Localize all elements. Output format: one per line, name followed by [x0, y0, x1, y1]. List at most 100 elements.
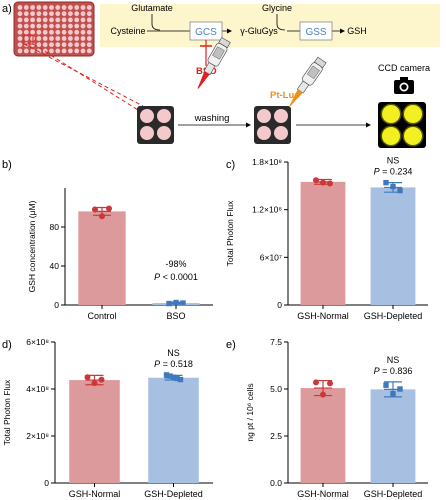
plate-well	[61, 36, 67, 41]
data-point	[327, 380, 333, 387]
plate-well	[55, 11, 61, 17]
x-tick-label: GSH-Depleted	[364, 489, 423, 499]
panel-b-chart: b) 0 40 80 GSH concentration (μM) Control BSO -…	[2, 159, 213, 321]
y-axis-label: Total Photon Flux	[225, 200, 235, 266]
data-point	[166, 300, 172, 307]
plate-well	[36, 29, 42, 35]
plate-well	[17, 29, 23, 35]
pipette-pt-luc-icon	[289, 56, 327, 107]
plate-well	[42, 36, 48, 41]
ns-label: NS	[167, 348, 180, 358]
y-tick-label: 0	[44, 478, 49, 488]
glycine-arrow	[276, 14, 286, 31]
pt-luc-label: Pt-Luc	[270, 90, 300, 101]
plate-well	[74, 11, 80, 17]
y-tick-label: 2×10⁸	[26, 431, 49, 441]
well-plate	[13, 1, 95, 57]
y-axis-label: ng pt / 10⁶ cells	[245, 383, 255, 441]
x-tick-label: Control	[87, 311, 116, 321]
data-point	[397, 386, 403, 392]
plate-well	[55, 29, 61, 35]
data-point	[163, 372, 170, 378]
y-tick-label: 80	[50, 222, 60, 232]
data-point	[91, 380, 98, 387]
p-value-text: = 0.518	[160, 359, 193, 369]
panel-c-chart: c) 0 6×10⁷ 1.2×10⁸ 1.8×10⁸ Total Photon Flux G…	[225, 156, 428, 321]
plate-well	[49, 5, 54, 10]
bar	[370, 187, 416, 305]
x-tick-label: GSH-Normal	[297, 311, 349, 321]
bar	[78, 211, 126, 305]
plate-well	[55, 48, 61, 54]
plate-well	[86, 11, 92, 17]
data-point	[99, 213, 105, 220]
plate-well	[36, 48, 42, 54]
plate-well	[68, 5, 73, 10]
plate-well	[61, 48, 67, 54]
plate-well	[42, 5, 48, 10]
y-tick-label: 40	[50, 261, 60, 271]
p-value-label: P < 0.0001	[154, 272, 198, 282]
y-tick-label: 4×10⁸	[26, 384, 49, 394]
panel-e-chart: e) 0.0 2.5 5.0 7.5 ng pt / 10⁶ cells GSH-Norma…	[226, 337, 428, 499]
plate-well	[55, 42, 61, 48]
glowing-well	[382, 127, 400, 145]
p-symbol: P	[154, 272, 160, 282]
cell-plate-before-wells	[140, 109, 171, 140]
plate-well	[17, 36, 23, 41]
plate-well	[74, 42, 80, 48]
bar	[300, 388, 346, 483]
y-tick-label: 6×10⁷	[260, 252, 282, 262]
washing-arrowhead	[246, 122, 251, 128]
plate-well	[36, 11, 42, 17]
plate-well	[23, 36, 29, 41]
bar	[69, 380, 120, 483]
plate-well	[17, 5, 23, 10]
plate-well	[30, 17, 35, 23]
ns-label: NS	[387, 355, 400, 365]
panel-label: e)	[226, 339, 236, 351]
p-value-text: = 0.234	[380, 167, 413, 177]
plate-well	[74, 48, 80, 54]
data-point	[313, 379, 319, 386]
plate-well	[86, 29, 92, 35]
plate-well	[80, 36, 86, 41]
x-tick-label: GSH-Normal	[69, 489, 121, 499]
plate-well	[49, 23, 54, 29]
bar	[300, 181, 346, 305]
cell-well	[140, 126, 154, 140]
plate-well	[17, 42, 23, 48]
glowing-well	[404, 105, 422, 123]
plate-well	[30, 5, 35, 10]
plate-well	[17, 17, 23, 23]
plate-well	[80, 17, 86, 23]
plate-well	[23, 17, 29, 23]
y-tick-label: 1.8×10⁸	[252, 157, 282, 167]
y-tick-label: 0	[54, 300, 59, 310]
plate-well	[55, 5, 61, 10]
plate-well	[36, 17, 42, 23]
plate-well	[61, 17, 67, 23]
plate-well	[23, 5, 29, 10]
x-tick-label: BSO	[166, 311, 185, 321]
plate-well	[86, 23, 92, 29]
plate-well	[80, 23, 86, 29]
plate-well	[80, 11, 86, 17]
plate-well	[49, 36, 54, 41]
plate-well	[23, 48, 29, 54]
y-tick-label: 1.2×10⁸	[252, 205, 282, 215]
data-point	[383, 179, 389, 186]
p-value-text: = 0.836	[380, 366, 413, 376]
x-tick-label: GSH-Depleted	[144, 489, 203, 499]
plate-well	[74, 5, 80, 10]
plate-well	[17, 11, 23, 17]
plate-well	[49, 11, 54, 17]
glutamate-arrow	[151, 14, 161, 31]
plate-well	[55, 36, 61, 41]
plate-well	[36, 36, 42, 41]
washing-label: washing	[194, 113, 230, 124]
panel-label: d)	[2, 339, 12, 351]
panel-a: a) Glutamate Glycine Cysteine GCS γ-GluG…	[2, 1, 440, 148]
data-point	[106, 205, 112, 212]
